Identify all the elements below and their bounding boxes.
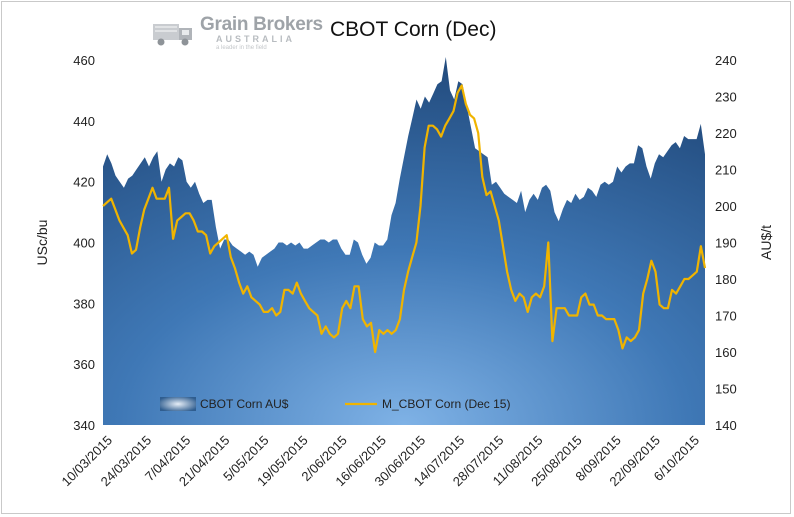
y-left-tick-label: 400 (73, 236, 95, 251)
y-left-tick-label: 420 (73, 175, 95, 190)
y-right-tick-label: 160 (715, 345, 737, 360)
area-series-cbot-corn-aud (103, 57, 705, 425)
truck-icon (153, 24, 192, 46)
y-right-tick-label: 150 (715, 382, 737, 397)
y-right-tick-label: 190 (715, 236, 737, 251)
y-left-tick-label: 360 (73, 357, 95, 372)
y-right-axis-label: AU$/t (758, 225, 774, 260)
legend-swatch-area (160, 397, 196, 411)
y-left-tick-label: 440 (73, 114, 95, 129)
legend-label-line: M_CBOT Corn (Dec 15) (382, 397, 510, 411)
line-series-m-cbot-corn (102, 84, 707, 354)
y-left-tick-label: 460 (73, 53, 95, 68)
y-right-tick-label: 180 (715, 272, 737, 287)
grain-brokers-logo: Grain Brokers AUSTRALIA a leader in the … (150, 12, 323, 52)
y-right-tick-label: 230 (715, 90, 737, 105)
y-right-tick-label: 170 (715, 309, 737, 324)
y-left-tick-label: 340 (73, 418, 95, 433)
y-right-tick-label: 140 (715, 418, 737, 433)
chart-title: CBOT Corn (Dec) (330, 18, 497, 41)
y-left-axis-label: USc/bu (34, 220, 50, 266)
logo-name: Grain Brokers (200, 14, 323, 35)
y-left-tick-label: 380 (73, 296, 95, 311)
y-right-tick-label: 220 (715, 126, 737, 141)
y-right-tick-label: 240 (715, 53, 737, 68)
y-right-tick-label: 210 (715, 163, 737, 178)
y-right-tick-label: 200 (715, 199, 737, 214)
logo-tagline: a leader in the field (216, 45, 267, 51)
logo-subtitle: AUSTRALIA (216, 34, 295, 44)
legend-label-area: CBOT Corn AU$ (200, 397, 289, 411)
